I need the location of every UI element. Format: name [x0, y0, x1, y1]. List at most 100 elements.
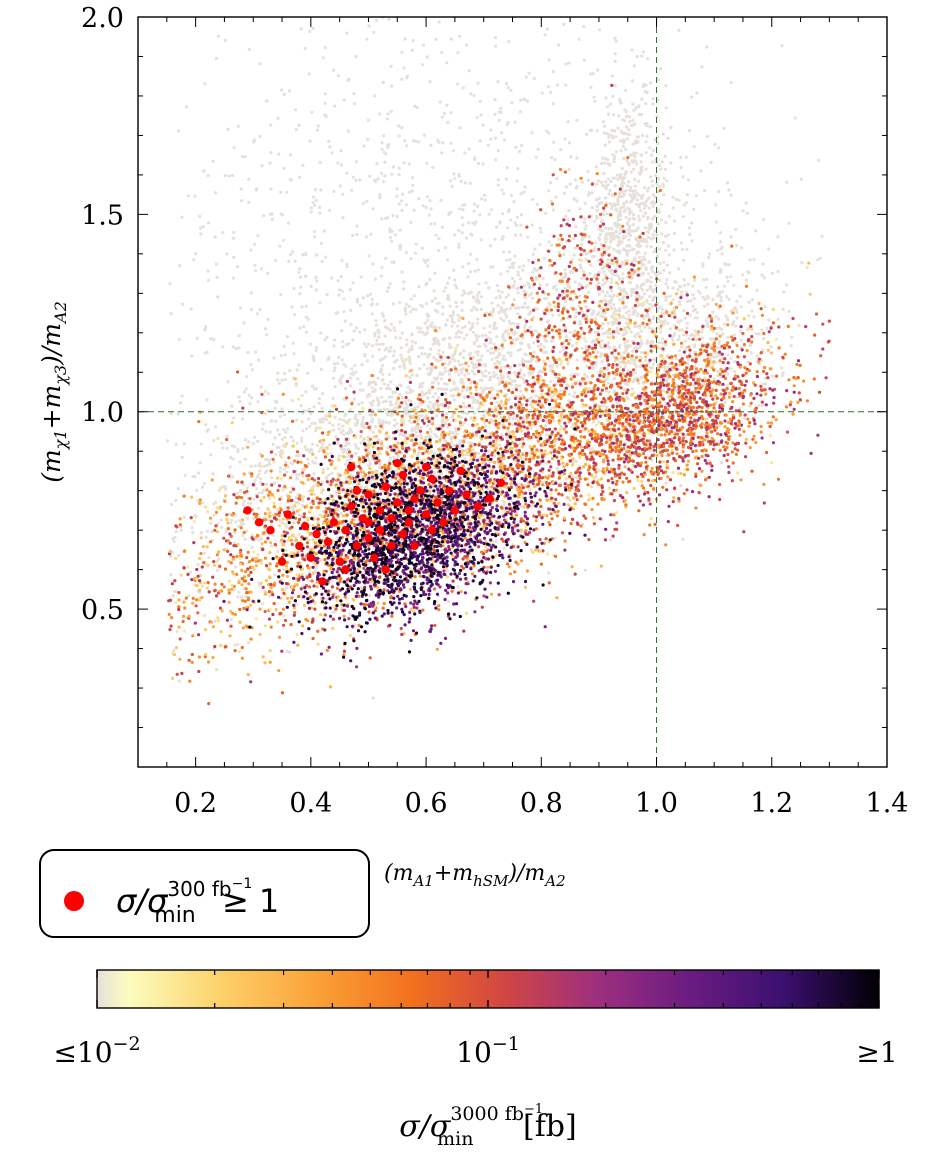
scatter-point [456, 324, 460, 328]
scatter-point [661, 132, 665, 136]
scatter-point [359, 441, 363, 445]
scatter-point [681, 175, 685, 179]
scatter-point [585, 132, 589, 136]
scatter-point [797, 323, 801, 327]
scatter-point [582, 58, 586, 62]
scatter-point [270, 212, 274, 216]
scatter-point [573, 178, 577, 182]
scatter-point [620, 166, 624, 171]
scatter-point [179, 528, 183, 533]
scatter-point [392, 366, 396, 371]
scatter-point [434, 309, 438, 313]
scatter-point [282, 567, 286, 572]
scatter-point [390, 412, 394, 416]
scatter-point [514, 145, 518, 149]
scatter-point [586, 170, 590, 174]
scatter-point [205, 398, 209, 402]
scatter-point [655, 233, 659, 237]
scatter-point [206, 269, 210, 273]
scatter-point [604, 196, 608, 200]
scatter-point [647, 326, 651, 330]
scatter-point [244, 438, 248, 442]
scatter-point [276, 378, 280, 382]
scatter-point [689, 299, 693, 303]
scatter-point [169, 554, 173, 558]
scatter-point [677, 198, 681, 202]
scatter-point [228, 455, 233, 460]
scatter-point [460, 216, 464, 220]
scatter-point [625, 396, 629, 400]
scatter-point [336, 279, 340, 283]
scatter-point [291, 341, 295, 345]
scatter-point [341, 216, 345, 220]
scatter-point [692, 145, 696, 149]
scatter-point [466, 364, 470, 368]
scatter-point [323, 46, 327, 50]
scatter-point [603, 294, 608, 298]
scatter-point [382, 382, 386, 386]
scatter-point [466, 275, 470, 279]
scatter-point [383, 355, 387, 359]
scatter-point [232, 588, 236, 592]
scatter-point [449, 437, 454, 441]
scatter-point [432, 339, 436, 343]
scatter-point [516, 270, 520, 274]
scatter-point [453, 278, 457, 282]
scatter-point [719, 299, 723, 303]
scatter-point [325, 335, 329, 339]
scatter-point [517, 306, 521, 310]
scatter-point [515, 179, 519, 183]
scatter-point [629, 170, 633, 174]
scatter-point [765, 326, 769, 331]
scatter-point [644, 140, 648, 144]
scatter-point [538, 283, 542, 287]
scatter-point [280, 448, 284, 453]
scatter-point [268, 594, 272, 598]
scatter-point [437, 343, 441, 347]
scatter-point [601, 156, 605, 160]
scatter-point [388, 400, 393, 404]
scatter-point [636, 226, 640, 230]
scatter-point [339, 149, 343, 153]
scatter-point [234, 520, 238, 524]
scatter-point [336, 161, 340, 165]
scatter-point [457, 34, 462, 38]
scatter-point [617, 286, 622, 290]
scatter-point [637, 113, 641, 117]
scatter-point [368, 174, 372, 178]
scatter-point [733, 359, 737, 364]
scatter-point [539, 370, 544, 374]
scatter-point [549, 200, 553, 204]
scatter-point [495, 335, 499, 339]
scatter-point [174, 498, 178, 503]
scatter-point [392, 423, 397, 428]
scatter-point [569, 155, 573, 159]
scatter-point [408, 361, 412, 365]
scatter-point [676, 319, 680, 324]
scatter-point [567, 61, 571, 65]
scatter-point [346, 129, 351, 133]
scatter-point [723, 322, 727, 326]
scatter-point [303, 46, 307, 51]
scatter-point [303, 274, 307, 279]
scatter-point [716, 369, 720, 373]
scatter-point [598, 201, 602, 205]
scatter-point [429, 222, 433, 226]
scatter-point [409, 220, 413, 224]
scatter-point [439, 198, 443, 202]
scatter-point [665, 263, 670, 267]
scatter-point [386, 407, 390, 411]
scatter-point [618, 365, 622, 369]
scatter-point [374, 323, 379, 327]
scatter-point [686, 178, 691, 182]
scatter-point [336, 74, 340, 78]
scatter-point [486, 565, 490, 569]
scatter-point [564, 214, 568, 218]
scatter-point [658, 247, 662, 251]
scatter-point [738, 294, 742, 298]
scatter-point [676, 288, 680, 292]
scatter-point [421, 330, 425, 334]
scatter-point [257, 506, 261, 510]
scatter-point [554, 195, 558, 199]
scatter-point [571, 475, 575, 479]
